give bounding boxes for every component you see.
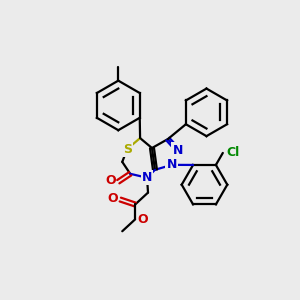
Text: O: O	[105, 174, 116, 187]
Text: O: O	[107, 192, 118, 205]
Text: O: O	[138, 213, 148, 226]
Text: N: N	[142, 171, 152, 184]
Text: N: N	[172, 143, 183, 157]
Text: S: S	[123, 142, 132, 155]
Text: Cl: Cl	[226, 146, 239, 159]
Text: N: N	[167, 158, 177, 171]
